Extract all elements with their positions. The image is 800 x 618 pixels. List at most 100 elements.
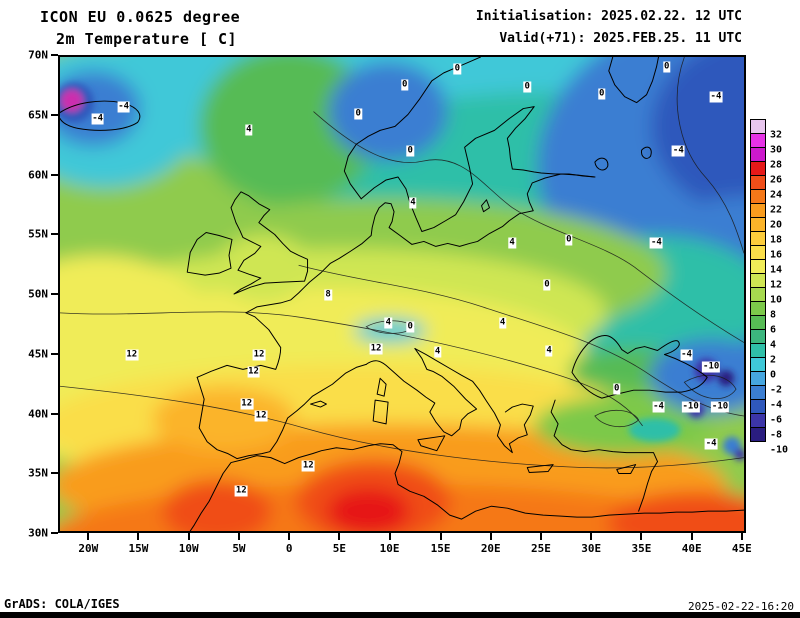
lat-tick [51,412,58,415]
colorbar-value-label: 4 [770,339,777,351]
lat-tick [51,54,58,56]
lon-tick-label: 5E [332,542,347,555]
contour-value-label: -4 [652,401,665,413]
contour-value-label: 12 [247,366,260,378]
colorbar-value-label: 8 [770,309,777,321]
contour-value-label: 12 [254,410,268,422]
colorbar-value-label: 32 [770,129,783,141]
colorbar-cell [750,133,766,148]
lon-tick [489,533,492,540]
contour-value-label: 12 [252,349,266,361]
lat-tick-label: 65N [28,108,48,122]
colorbar-value-label: 26 [770,174,783,186]
lon-tick-label: 10W [178,542,199,555]
colorbar-cell [750,371,766,386]
lon-axis-ticks [58,533,746,540]
contour-value-label: -4 [709,91,723,103]
lon-tick [388,533,391,540]
parameter-title: 2m Temperature [ C] [56,30,238,48]
contour-value-label: -4 [117,101,131,113]
colorbar-value-label: 14 [770,264,783,276]
lon-tick-label: 10E [379,542,400,555]
contour-value-label: -4 [650,237,663,249]
map-area: -4 -4 4 0 0 0 0 0 0 -4 0 4 -4 4 0 -4 0 4 8 4 0 12 4 12 12 12 12 12 1… [58,55,746,533]
lon-tick [187,533,190,540]
contour-value-label: 4 [508,237,516,249]
colorbar-cell [750,301,766,316]
coastlines [60,57,744,531]
colorbar-value-label: 2 [770,354,777,366]
colorbar [750,119,766,442]
contour-value-label: 4 [409,197,417,209]
window-bottom-edge [0,612,800,618]
lon-tick [288,533,291,540]
contour-value-label: -4 [671,145,685,157]
contour-value-label: 4 [384,317,393,329]
lat-tick [51,173,58,176]
lon-tick-label: 15W [128,542,149,555]
colorbar-value-label: -4 [770,399,783,411]
colorbar-cell [750,161,766,176]
colorbar-value-label: -8 [770,429,783,441]
colorbar-cell [750,217,766,232]
contour-value-label: 4 [433,346,442,358]
contour-value-label: 4 [245,124,253,136]
colorbar-cell [750,119,766,134]
colorbar-cell [750,175,766,190]
colorbar-value-label: -10 [770,444,789,456]
lat-tick-label: 70N [28,48,48,62]
colorbar-cell [750,189,766,204]
lat-tick [51,532,58,534]
lon-tick-label: 40E [681,542,702,555]
contour-value-label: 12 [369,343,383,355]
colorbar-cell [750,357,766,372]
lon-tick [590,533,593,540]
contour-value-label: 0 [565,234,573,246]
lat-tick [51,293,58,295]
lon-tick-label: 25E [531,542,551,555]
contour-value-label: -4 [91,113,105,125]
lon-tick [338,533,341,540]
contour-value-label: 4 [498,317,507,329]
colorbar-value-label: -6 [770,414,783,426]
lat-tick-label: 30N [28,526,48,540]
lon-tick-label: 0 [285,542,293,555]
initialisation-time: Initialisation: 2025.02.22. 12 UTC [475,9,742,24]
colorbar-cell [750,287,766,302]
contour-labels-overlay: -4 -4 4 0 0 0 0 0 0 -4 0 4 -4 4 0 -4 0 4 8 4 0 12 4 12 12 12 12 12 1… [60,57,744,531]
colorbar-value-label: 22 [770,204,783,216]
lon-tick-label: 30E [581,542,602,555]
lat-tick [51,352,58,355]
contour-value-label: 12 [125,349,139,361]
valid-time: Valid(+71): 2025.FEB.25. 11 UTC [499,31,742,46]
colorbar-cell [750,343,766,358]
colorbar-value-label: -2 [770,384,783,396]
contour-value-label: -4 [704,438,718,450]
colorbar-cell [750,203,766,218]
colorbar-value-label: 24 [770,189,783,201]
contour-value-label: 0 [662,61,671,73]
contour-value-label: -4 [680,349,693,361]
colorbar-cell [750,259,766,274]
contour-value-label: 4 [545,345,553,357]
lon-tick-label: 45E [731,542,752,555]
lat-tick [51,233,58,236]
lon-tick-label: 20W [78,542,99,555]
colorbar-cell [750,329,766,344]
colorbar-value-label: 12 [770,279,783,291]
colorbar-value-label: 28 [770,159,783,171]
lon-tick [137,533,140,540]
colorbar-cell [750,231,766,246]
lat-tick-label: 60N [28,168,48,181]
lat-tick-label: 50N [28,287,48,301]
colorbar-cell [750,245,766,260]
colorbar-value-label: 10 [770,294,783,306]
lon-tick [87,533,90,540]
contour-value-label: 0 [406,321,414,333]
contour-value-label: 0 [453,63,462,75]
contour-value-label: 12 [234,485,248,497]
lon-tick-label: 15E [430,542,451,555]
contour-value-label: 0 [401,79,409,91]
colorbar-cell [750,399,766,414]
